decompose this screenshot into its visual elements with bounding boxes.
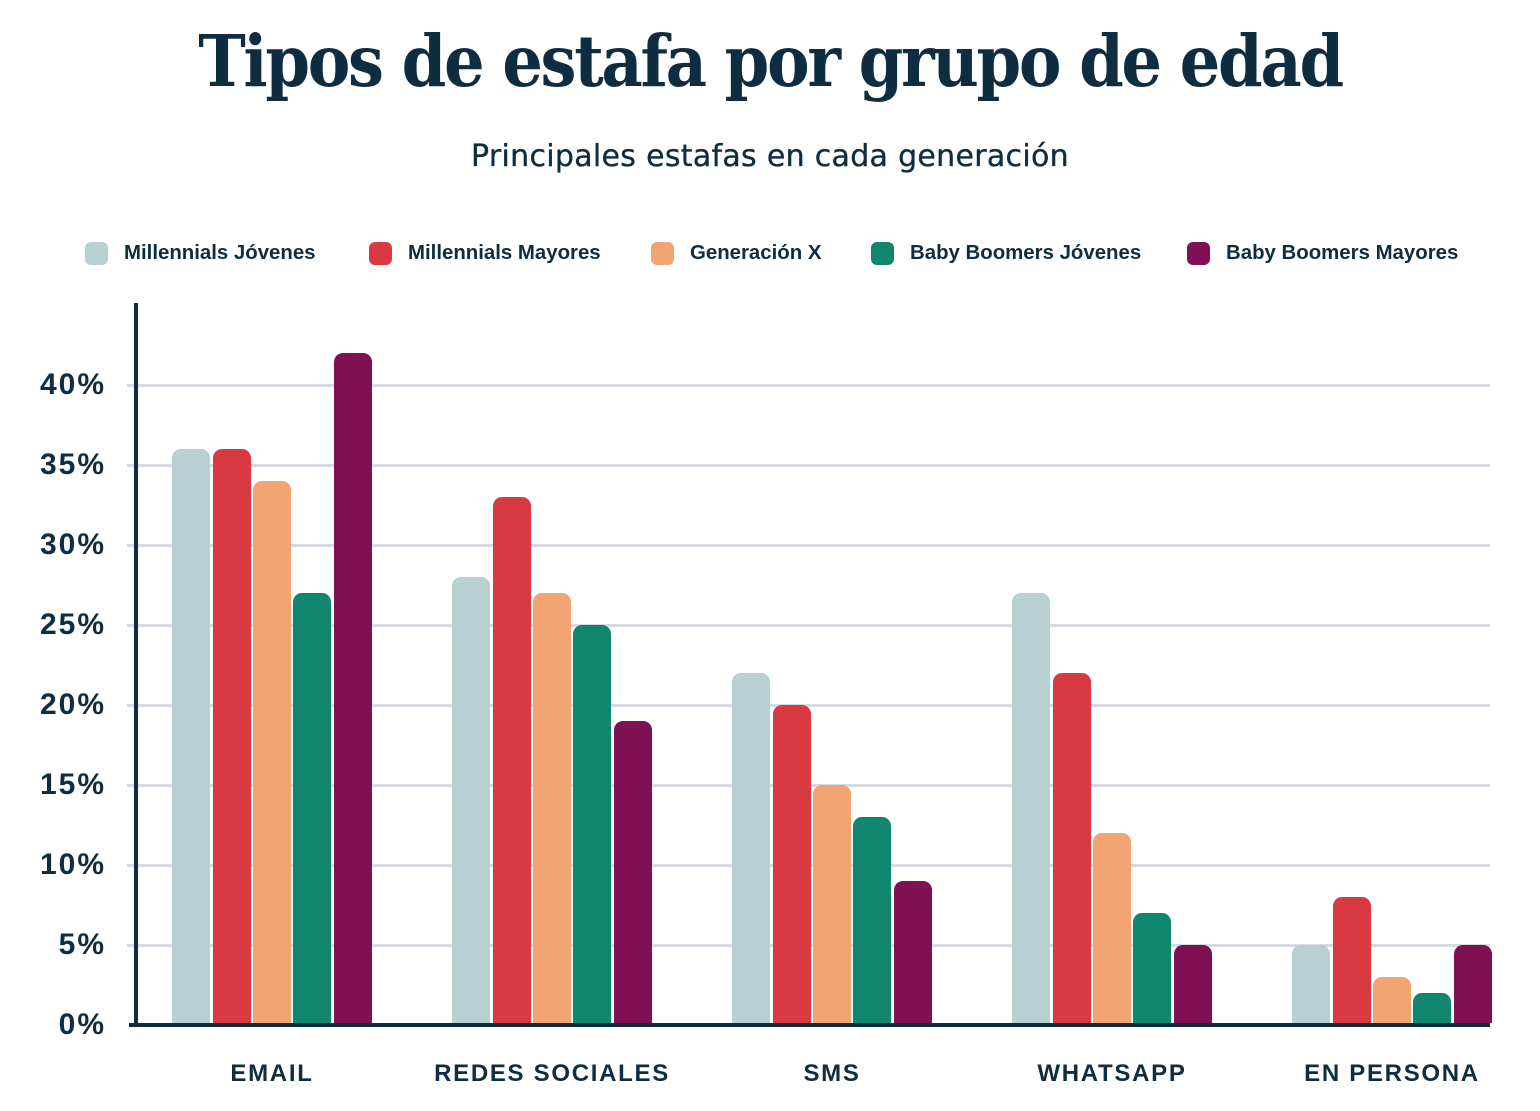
bar-en-persona-baby-boomers-jovenes bbox=[1413, 993, 1452, 1023]
gridline-20pct bbox=[127, 703, 1490, 707]
chart-title: Tipos de estafa por grupo de edad bbox=[198, 19, 1344, 103]
legend-label-generacion-x: Generación X bbox=[690, 241, 822, 264]
bar-whatsapp-millennials-mayores bbox=[1052, 673, 1091, 1023]
category-label-email: EMAIL bbox=[230, 1060, 314, 1087]
y-tick-label-5pct: 5% bbox=[58, 928, 106, 961]
legend-item-baby-boomers-mayores: Baby Boomers Mayores bbox=[1187, 241, 1459, 265]
bar-whatsapp-millennials-jovenes bbox=[1012, 593, 1051, 1023]
category-label-redes-sociales: REDES SOCIALES bbox=[434, 1060, 670, 1087]
bar-redes-sociales-generacion-x bbox=[533, 593, 571, 1023]
legend-label-millennials-jovenes: Millennials Jóvenes bbox=[124, 241, 316, 264]
category-label-en-persona: EN PERSONA bbox=[1304, 1060, 1480, 1087]
bar-sms-millennials-mayores bbox=[772, 705, 811, 1023]
bar-en-persona-millennials-jovenes bbox=[1292, 945, 1331, 1023]
legend-swatch-baby-boomers-jovenes bbox=[871, 241, 894, 265]
gridline-40pct bbox=[127, 383, 1490, 387]
bar-sms-millennials-jovenes bbox=[732, 673, 771, 1023]
bar-en-persona-generacion-x bbox=[1373, 977, 1411, 1023]
gridline-30pct bbox=[127, 543, 1490, 547]
bar-email-millennials-jovenes bbox=[172, 449, 211, 1023]
gridline-35pct bbox=[127, 463, 1490, 467]
chart-subtitle: Principales estafas en cada generación bbox=[471, 139, 1069, 174]
y-tick-label-10pct: 10% bbox=[39, 848, 106, 881]
bar-en-persona-baby-boomers-mayores bbox=[1453, 945, 1492, 1023]
bar-sms-generacion-x bbox=[813, 785, 851, 1023]
bar-redes-sociales-baby-boomers-mayores bbox=[613, 721, 652, 1023]
legend-item-millennials-jovenes: Millennials Jóvenes bbox=[85, 241, 316, 265]
y-tick-label-20pct: 20% bbox=[39, 688, 106, 721]
bar-email-millennials-mayores bbox=[212, 449, 251, 1023]
legend-swatch-generacion-x bbox=[651, 241, 674, 265]
x-axis-line bbox=[129, 1023, 1490, 1027]
bar-whatsapp-baby-boomers-mayores bbox=[1173, 945, 1212, 1023]
legend-swatch-millennials-mayores bbox=[369, 241, 392, 265]
bar-sms-baby-boomers-jovenes bbox=[853, 817, 892, 1023]
bar-whatsapp-generacion-x bbox=[1093, 833, 1131, 1023]
legend-label-millennials-mayores: Millennials Mayores bbox=[408, 241, 601, 264]
bar-redes-sociales-baby-boomers-jovenes bbox=[573, 625, 612, 1023]
y-tick-label-25pct: 25% bbox=[39, 608, 106, 641]
legend-label-baby-boomers-jovenes: Baby Boomers Jóvenes bbox=[910, 241, 1142, 264]
bar-sms-baby-boomers-mayores bbox=[893, 881, 932, 1023]
legend-item-millennials-mayores: Millennials Mayores bbox=[369, 241, 601, 265]
bar-redes-sociales-millennials-jovenes bbox=[452, 577, 491, 1023]
legend-item-generacion-x: Generación X bbox=[651, 241, 822, 265]
bar-email-baby-boomers-jovenes bbox=[293, 593, 332, 1023]
y-tick-label-0pct: 0% bbox=[58, 1008, 106, 1041]
category-label-whatsapp: WHATSAPP bbox=[1037, 1060, 1187, 1087]
y-tick-label-40pct: 40% bbox=[39, 368, 106, 401]
y-tick-label-35pct: 35% bbox=[39, 448, 106, 481]
bar-email-baby-boomers-mayores bbox=[333, 353, 372, 1023]
bar-email-generacion-x bbox=[253, 481, 291, 1023]
legend-label-baby-boomers-mayores: Baby Boomers Mayores bbox=[1226, 241, 1459, 264]
legend-item-baby-boomers-jovenes: Baby Boomers Jóvenes bbox=[871, 241, 1142, 265]
legend-swatch-millennials-jovenes bbox=[85, 241, 108, 265]
category-label-sms: SMS bbox=[803, 1060, 861, 1087]
bar-whatsapp-baby-boomers-jovenes bbox=[1133, 913, 1172, 1023]
bar-redes-sociales-millennials-mayores bbox=[492, 497, 531, 1023]
y-axis-line bbox=[134, 303, 138, 1027]
y-tick-label-30pct: 30% bbox=[39, 528, 106, 561]
y-tick-label-15pct: 15% bbox=[39, 768, 106, 801]
gridline-25pct bbox=[127, 623, 1490, 627]
bar-en-persona-millennials-mayores bbox=[1332, 897, 1371, 1023]
legend-swatch-baby-boomers-mayores bbox=[1187, 241, 1210, 265]
